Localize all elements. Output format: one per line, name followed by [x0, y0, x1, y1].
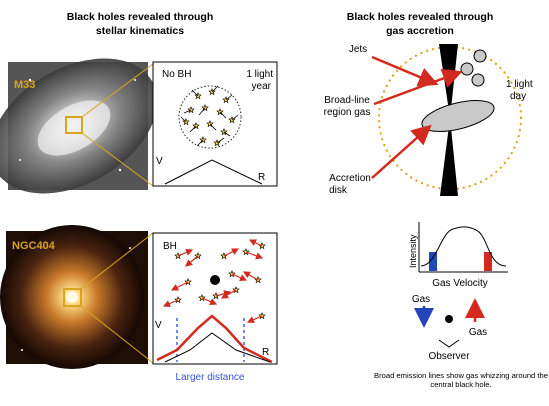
star-velocity-arrow-3 — [245, 251, 264, 260]
left-heading-line2: stellar kinematics — [96, 25, 184, 37]
blr-label-line2: region gas — [324, 107, 371, 118]
redshift-bar — [484, 252, 492, 271]
star-velocity-arrow-9 — [162, 299, 179, 307]
observer-label: Observer — [428, 351, 470, 362]
blr-arrow — [373, 68, 463, 106]
bh-stars — [162, 239, 266, 323]
larger-distance-label: Larger distance — [176, 372, 245, 383]
star-velocity-arrow-0 — [177, 249, 194, 257]
broad-line-profile — [420, 226, 507, 267]
star-velocity-arrow-1 — [211, 85, 219, 93]
bh-box — [152, 232, 278, 365]
light-day-label-line2: day — [510, 91, 526, 102]
no-bh-stars — [180, 85, 239, 147]
bh-velocity-curve-black — [164, 332, 271, 363]
star-velocity-arrow-2 — [223, 248, 240, 257]
cloud-2 — [460, 62, 474, 76]
gas-right-label: Gas — [469, 327, 487, 338]
no-bh-scale-line1: 1 light — [246, 69, 273, 80]
jet-lower — [440, 118, 458, 196]
star-velocity-arrow-2 — [225, 94, 233, 101]
cloud-1 — [473, 49, 487, 63]
star-velocity-arrow-11 — [246, 315, 263, 323]
m33-zoom-box — [65, 116, 83, 134]
caption-line1: Broad emission lines show gas whizzing a… — [374, 371, 548, 380]
star-velocity-arrow-6 — [231, 114, 239, 121]
m33-zoom-line-top — [81, 63, 154, 118]
star-velocity-arrow-0 — [191, 89, 199, 97]
star-velocity-arrow-5 — [170, 281, 189, 291]
right-heading-line1: Black holes revealed through — [347, 11, 493, 23]
star-velocity-arrow-10 — [242, 271, 259, 281]
bh-velocity-curve-red — [156, 314, 273, 364]
star-velocity-arrow-10 — [196, 139, 204, 147]
cloud-3 — [471, 73, 485, 87]
observer-eye-icon — [438, 339, 460, 348]
ngc404-galaxy-image — [0, 225, 148, 369]
gas-left-label: Gas — [412, 294, 430, 305]
m33-label: M33 — [14, 79, 35, 91]
bh-r-axis: R — [262, 347, 269, 358]
ngc404-zoom-line-bottom — [80, 305, 154, 364]
accretion-disk-ellipse — [421, 100, 495, 132]
star-velocity-arrow-1 — [185, 255, 199, 267]
observed-black-hole — [445, 315, 453, 323]
no-bh-r-axis: R — [258, 172, 265, 183]
gas-velocity-label: Gas Velocity — [432, 278, 488, 289]
accretion-arrow — [371, 124, 432, 179]
ngc404-label: NGC404 — [12, 240, 56, 252]
no-bh-velocity-curve — [164, 159, 263, 185]
ngc404-zoom-line-top — [80, 232, 154, 290]
star-icon-3 — [187, 105, 195, 114]
star-velocity-arrow-4 — [198, 107, 206, 116]
star-velocity-arrow-9 — [223, 131, 231, 137]
jets-label: Jets — [349, 44, 367, 55]
star-velocity-arrow-12 — [215, 290, 232, 298]
no-bh-box — [152, 61, 278, 187]
no-bh-v-axis: V — [156, 156, 163, 167]
accretion-label-line2: disk — [329, 185, 348, 196]
no-bh-label: No BH — [162, 69, 191, 80]
caption-line2: central black hole. — [430, 380, 491, 389]
ngc404-zoom-box — [63, 288, 82, 307]
left-heading-line1: Black holes revealed through — [67, 11, 213, 23]
intensity-axis-label: Intensity — [408, 234, 418, 268]
no-bh-dotted-circle — [178, 85, 242, 149]
jets-arrow — [371, 55, 439, 87]
star-velocity-arrow-5 — [219, 111, 227, 119]
star-velocity-arrow-8 — [209, 123, 217, 131]
right-heading-line2: gas accretion — [386, 25, 454, 37]
bh-label: BH — [163, 241, 177, 252]
star-velocity-arrow-12 — [180, 116, 187, 123]
star-velocity-arrow-11 — [216, 137, 225, 144]
accretion-label-line1: Accretion — [329, 173, 371, 184]
blueshift-bar — [429, 252, 437, 271]
m33-zoom-line-bottom — [81, 132, 154, 187]
star-velocity-arrow-8 — [201, 297, 218, 305]
star-velocity-arrow-4 — [248, 239, 263, 247]
light-day-dotted-circle — [377, 45, 523, 191]
star-velocity-arrow-7 — [189, 125, 197, 133]
star-velocity-arrow-6 — [231, 273, 248, 281]
star-velocity-arrow-3 — [183, 109, 192, 114]
no-bh-scale-line2: year — [252, 81, 272, 92]
black-hole-dot — [210, 275, 220, 285]
light-day-label-line1: 1 light — [506, 79, 533, 90]
blr-label-line1: Broad-line — [324, 95, 370, 106]
bh-v-axis: V — [155, 320, 162, 331]
